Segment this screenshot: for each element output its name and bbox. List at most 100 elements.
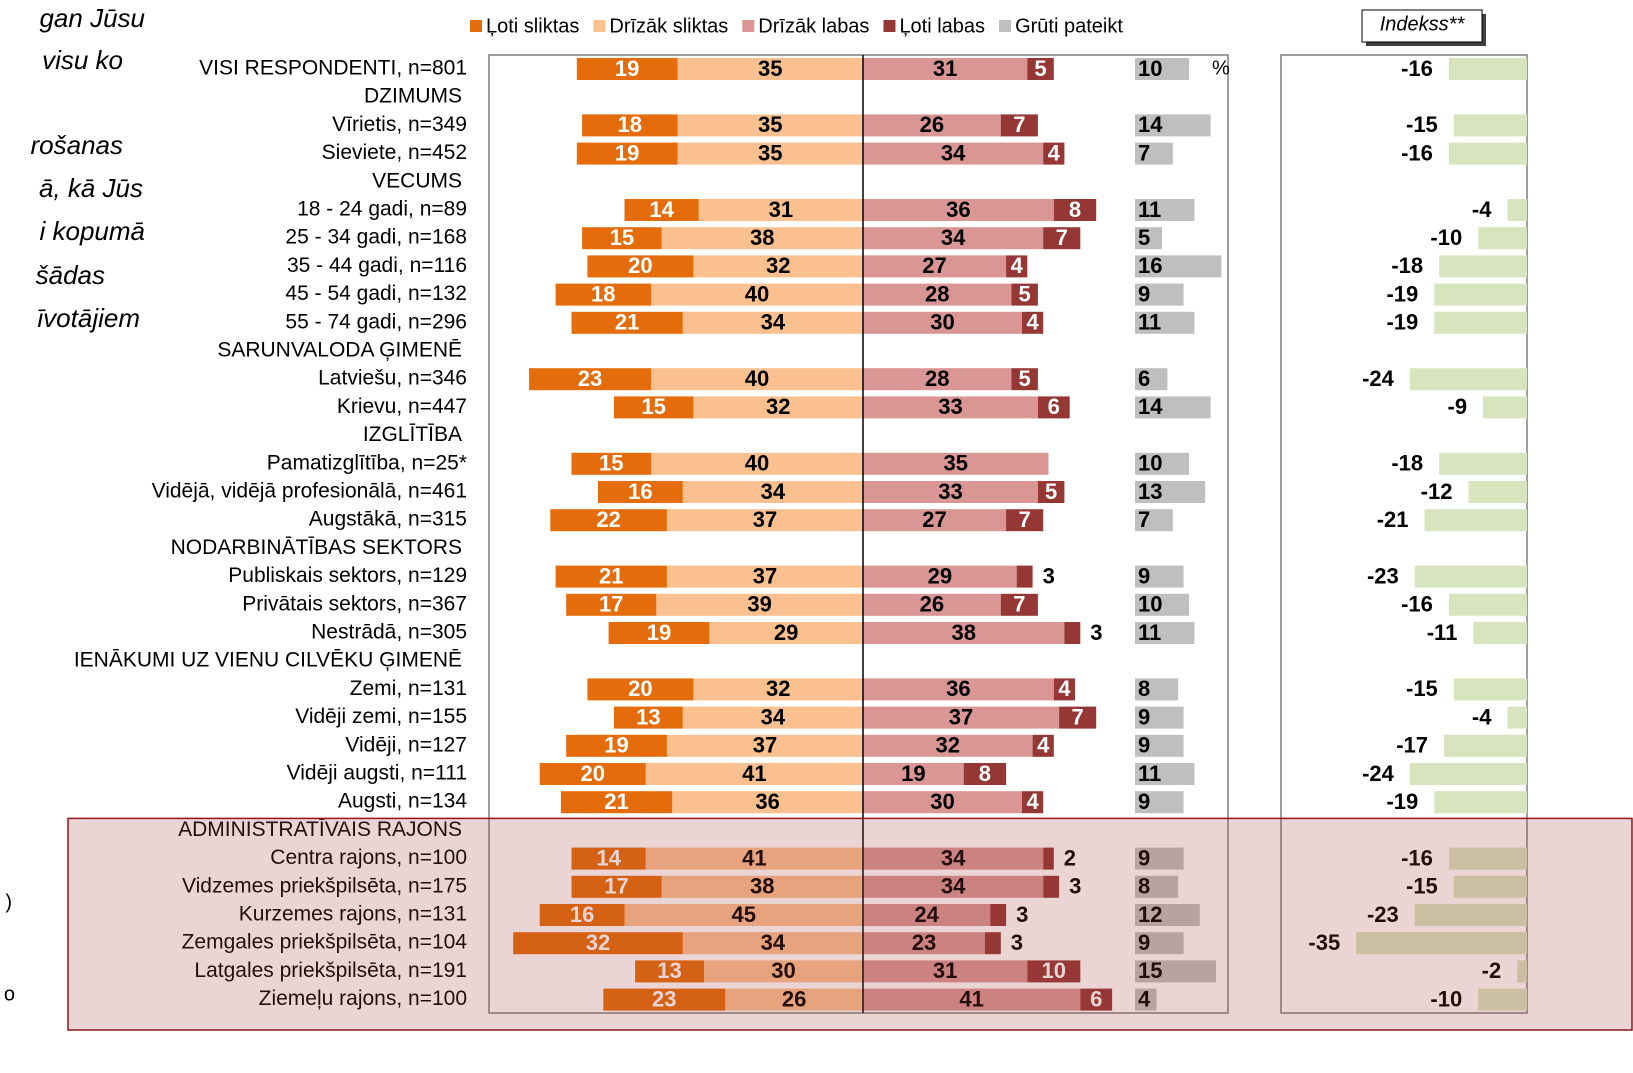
bar-segment	[863, 875, 1044, 898]
bar-segment	[863, 622, 1065, 644]
category-label: Zemi, n=131	[350, 677, 467, 700]
bar-segment	[571, 452, 651, 475]
data-label: 9	[1138, 733, 1150, 758]
question-text: īvotājiem	[37, 303, 140, 333]
category-label: Augsti, n=134	[338, 790, 467, 813]
category-label: Sieviete, n=452	[322, 141, 467, 164]
data-label: 7	[1013, 112, 1025, 137]
index-bar	[1424, 509, 1527, 532]
bar-segment	[566, 593, 657, 616]
index-bar	[1434, 311, 1527, 334]
data-label: 26	[920, 592, 944, 617]
data-label: 30	[930, 789, 954, 814]
data-label: 37	[949, 704, 973, 729]
data-label: 26	[920, 112, 944, 137]
bar-segment	[1135, 622, 1195, 644]
bar-segment	[963, 763, 1007, 785]
index-bar	[1453, 114, 1527, 137]
bar-segment	[571, 847, 646, 870]
index-label: -15	[1406, 676, 1438, 701]
bar-segment	[1037, 481, 1065, 503]
data-label: 27	[922, 507, 946, 532]
data-label: 9	[1138, 281, 1150, 306]
group-header: SARUNVALODA ĢIMENĒ	[217, 339, 462, 362]
bar-segment	[863, 396, 1038, 419]
index-bar	[1439, 255, 1527, 278]
bar-segment	[1022, 311, 1044, 334]
data-label: 26	[782, 986, 806, 1011]
data-label: 39	[747, 592, 771, 617]
index-label: -10	[1430, 225, 1462, 250]
bar-segment	[1135, 58, 1189, 80]
bar-segment	[1022, 791, 1044, 814]
category-label: Vidēji augsti, n=111	[287, 762, 467, 785]
bar-segment	[863, 142, 1044, 165]
bar-segment	[1011, 283, 1038, 306]
category-label: Kurzemes rajons, n=131	[239, 903, 467, 926]
bar-segment	[725, 988, 863, 1011]
bar-segment	[1043, 142, 1065, 165]
category-label: Zemgales priekšpilsēta, n=104	[182, 931, 468, 954]
data-label: 36	[946, 676, 970, 701]
data-label: 20	[628, 253, 652, 278]
bar-segment	[863, 565, 1017, 588]
bar-segment	[651, 283, 863, 306]
index-bar	[1453, 875, 1527, 898]
data-label: 9	[1138, 704, 1150, 729]
bar-segment	[1135, 283, 1184, 306]
index-bar	[1409, 763, 1527, 785]
data-label: 45	[732, 902, 756, 927]
data-label: 16	[628, 479, 652, 504]
category-label: Vīrietis, n=349	[332, 113, 467, 136]
question-text: rošanas	[31, 130, 124, 160]
legend-label: Drīzāk sliktas	[609, 15, 728, 37]
data-label: 17	[604, 874, 628, 899]
data-label: 8	[1138, 676, 1150, 701]
bar-segment	[1006, 509, 1044, 532]
question-text: šādas	[36, 260, 105, 290]
bar-segment	[1135, 904, 1200, 926]
bar-segment	[709, 622, 863, 644]
data-label: 3	[1090, 620, 1102, 645]
data-label: 14	[1138, 112, 1163, 137]
data-label: 16	[1138, 253, 1162, 278]
data-label: 5	[1034, 56, 1046, 81]
data-label: 13	[636, 704, 660, 729]
data-label: 29	[928, 563, 952, 588]
data-label: 22	[596, 507, 620, 532]
unit-note: %	[1212, 57, 1230, 79]
data-label: 3	[1043, 563, 1055, 588]
bar-segment	[863, 509, 1007, 532]
category-label: 45 - 54 gadi, n=132	[285, 282, 467, 305]
bar-segment	[661, 875, 863, 898]
data-label: 19	[647, 620, 671, 645]
data-label: 34	[941, 225, 966, 250]
data-label: 31	[769, 197, 793, 222]
index-bar	[1414, 904, 1527, 926]
bar-segment	[598, 481, 683, 503]
bar-segment	[1135, 396, 1211, 419]
bar-segment	[645, 847, 863, 870]
bar-segment	[624, 199, 699, 221]
bar-segment	[677, 142, 863, 165]
group-header: DZIMUMS	[364, 85, 462, 108]
data-label: 32	[766, 676, 790, 701]
index-title: Indekss**	[1380, 13, 1466, 35]
data-label: 4	[1011, 253, 1024, 278]
data-label: 7	[1138, 140, 1150, 165]
data-label: 4	[1026, 310, 1039, 335]
bar-segment	[1135, 593, 1189, 616]
bar-segment	[863, 227, 1044, 250]
bar-segment	[863, 847, 1044, 870]
data-label: 11	[1138, 761, 1161, 786]
data-label: 4	[1048, 140, 1061, 165]
bar-segment	[661, 227, 863, 250]
index-label: -17	[1396, 733, 1428, 758]
data-label: 38	[750, 225, 774, 250]
bar-segment	[863, 114, 1001, 137]
bar-segment	[1016, 565, 1033, 588]
group-header: ADMINISTRATĪVAIS RAJONS	[178, 818, 462, 841]
data-label: 3	[1016, 902, 1028, 927]
data-label: 30	[930, 310, 954, 335]
data-label: 41	[742, 761, 766, 786]
